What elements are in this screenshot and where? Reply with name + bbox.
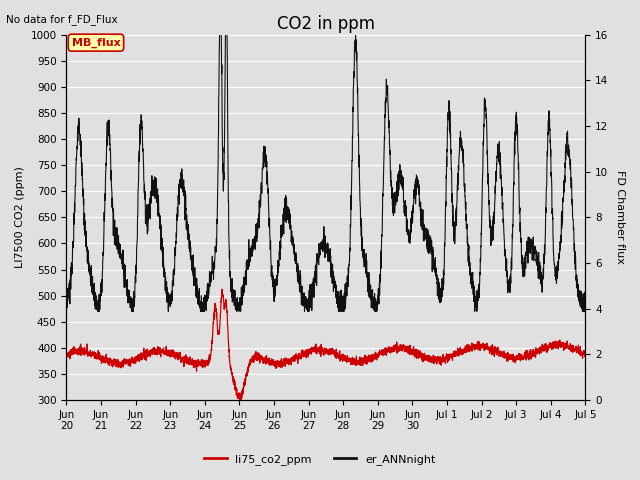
Title: CO2 in ppm: CO2 in ppm xyxy=(277,15,375,33)
Y-axis label: LI7500 CO2 (ppm): LI7500 CO2 (ppm) xyxy=(15,167,25,268)
Text: MB_flux: MB_flux xyxy=(72,37,120,48)
Legend: li75_co2_ppm, er_ANNnight: li75_co2_ppm, er_ANNnight xyxy=(200,450,440,469)
Text: No data for f_FD_Flux: No data for f_FD_Flux xyxy=(6,14,118,25)
Y-axis label: FD Chamber flux: FD Chamber flux xyxy=(615,170,625,264)
